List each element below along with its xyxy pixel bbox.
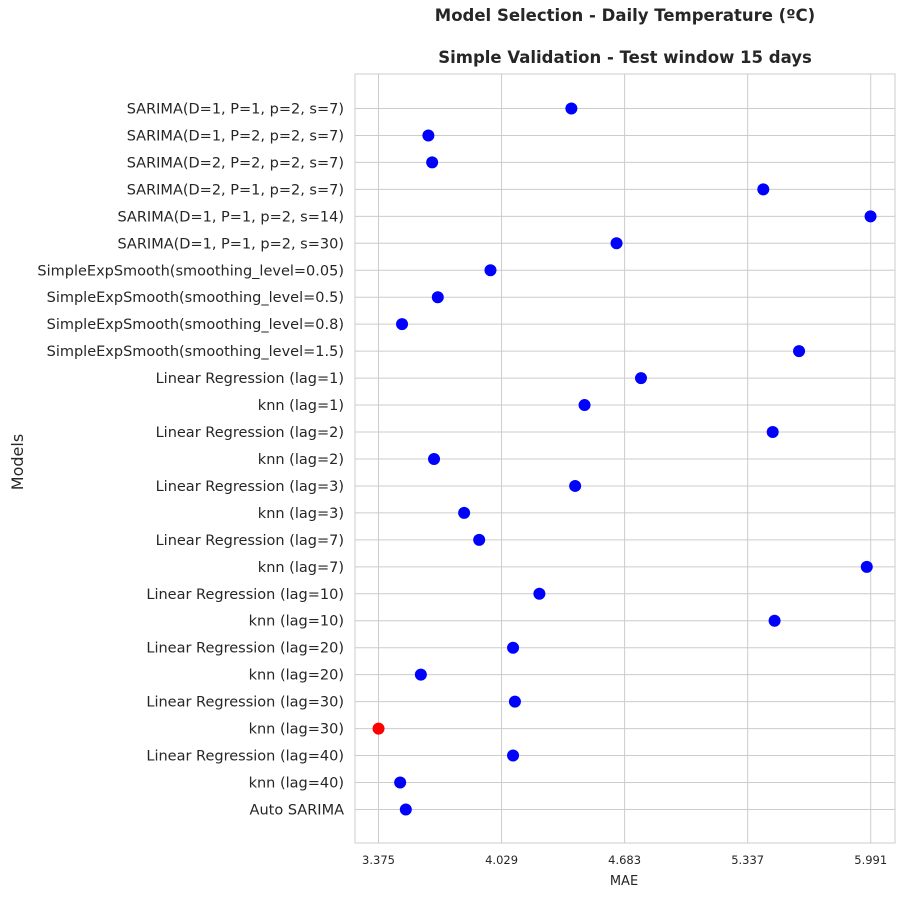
- data-points: [372, 102, 877, 816]
- y-tick-label: SimpleExpSmooth(smoothing_level=0.05): [37, 263, 344, 279]
- y-tick-label: knn (lag=2): [258, 452, 344, 468]
- y-tick-label: SARIMA(D=1, P=2, p=2, s=7): [127, 128, 344, 144]
- y-tick-label: knn (lag=3): [258, 506, 344, 522]
- y-tick-label: Linear Regression (lag=2): [156, 425, 344, 441]
- x-tick-label: 4.683: [608, 853, 641, 867]
- y-tick-label: Linear Regression (lag=20): [146, 641, 344, 657]
- y-tick-label: SimpleExpSmooth(smoothing_level=0.5): [47, 290, 344, 306]
- y-tick-label: SimpleExpSmooth(smoothing_level=0.8): [47, 317, 344, 333]
- model-point: [860, 560, 873, 573]
- y-tick-label: Linear Regression (lag=30): [146, 695, 344, 711]
- model-point: [473, 533, 486, 546]
- plot-area-frame: [354, 73, 896, 844]
- model-point: [399, 803, 412, 816]
- best-model-point: [372, 722, 385, 735]
- chart-title: Simple Validation - Test window 15 days: [438, 48, 812, 67]
- x-axis-label: MAE: [610, 874, 638, 889]
- model-point: [484, 264, 497, 277]
- y-tick-label: Linear Regression (lag=1): [156, 371, 344, 387]
- y-tick-label: SimpleExpSmooth(smoothing_level=1.5): [47, 344, 344, 360]
- y-tick-label: knn (lag=40): [249, 776, 344, 792]
- y-tick-label: Linear Regression (lag=10): [146, 587, 344, 603]
- model-point: [610, 237, 623, 250]
- model-point: [507, 749, 520, 762]
- y-tick-label: knn (lag=1): [258, 398, 344, 414]
- x-tick-label: 4.029: [485, 853, 518, 867]
- model-point: [569, 479, 582, 492]
- x-tick-label: 5.991: [854, 853, 887, 867]
- model-point: [768, 614, 781, 627]
- model-point: [394, 776, 407, 789]
- model-point: [422, 129, 435, 142]
- model-point: [396, 318, 409, 331]
- model-point: [766, 426, 779, 439]
- model-point: [533, 587, 546, 600]
- y-tick-label: Auto SARIMA: [250, 802, 345, 818]
- axes-frame: [354, 73, 896, 844]
- y-tick-label: Linear Regression (lag=40): [146, 749, 344, 765]
- model-point: [578, 399, 591, 412]
- model-point: [458, 506, 471, 519]
- model-point: [634, 372, 647, 385]
- model-point: [507, 641, 520, 654]
- model-point: [414, 668, 427, 681]
- model-point: [428, 452, 441, 465]
- y-tick-labels: SARIMA(D=1, P=1, p=2, s=7) SARIMA(D=1, P=…: [37, 102, 344, 819]
- model-point: [431, 291, 444, 304]
- y-tick-label: knn (lag=7): [258, 560, 344, 576]
- model-point: [508, 695, 521, 708]
- chart-suptitle: Model Selection - Daily Temperature (ºC): [434, 6, 816, 25]
- y-tick-label: knn (lag=30): [249, 722, 344, 738]
- model-point: [426, 156, 439, 169]
- y-tick-label: knn (lag=10): [249, 614, 344, 630]
- y-tick-label: Linear Regression (lag=3): [156, 479, 344, 495]
- x-tick-labels: 3.375 4.029 4.683 5.337 5.991: [362, 853, 887, 867]
- grid-lines: [355, 74, 895, 843]
- y-tick-label: Linear Regression (lag=7): [156, 533, 344, 549]
- y-tick-label: knn (lag=20): [249, 668, 344, 684]
- model-point: [565, 102, 578, 115]
- model-point: [793, 345, 806, 358]
- y-tick-label: SARIMA(D=1, P=1, p=2, s=30): [117, 236, 344, 252]
- x-tick-label: 3.375: [362, 853, 395, 867]
- model-point: [757, 183, 770, 196]
- y-tick-label: SARIMA(D=2, P=1, p=2, s=7): [127, 182, 344, 198]
- y-tick-label: SARIMA(D=1, P=1, p=2, s=7): [127, 102, 344, 118]
- model-point: [864, 210, 877, 223]
- y-tick-label: SARIMA(D=2, P=2, p=2, s=7): [127, 155, 344, 171]
- y-tick-label: SARIMA(D=1, P=1, p=2, s=14): [117, 209, 344, 225]
- x-tick-label: 5.337: [731, 853, 764, 867]
- y-axis-label: Models: [8, 434, 27, 490]
